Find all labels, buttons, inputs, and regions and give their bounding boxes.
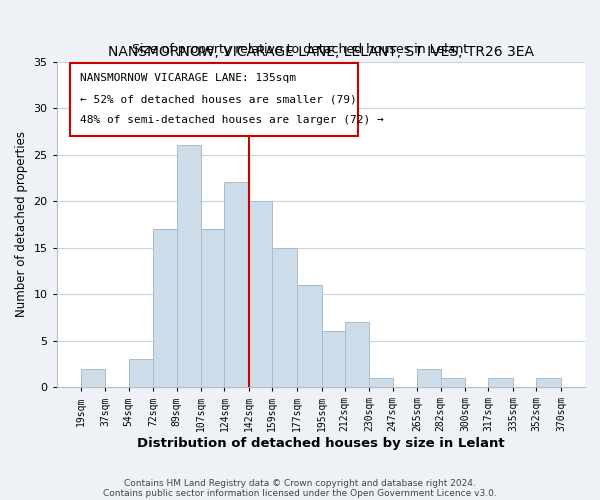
Bar bbox=[418, 368, 440, 387]
Text: Contains HM Land Registry data © Crown copyright and database right 2024.: Contains HM Land Registry data © Crown c… bbox=[124, 478, 476, 488]
Bar bbox=[297, 285, 322, 387]
FancyBboxPatch shape bbox=[70, 63, 358, 136]
Text: NANSMORNOW VICARAGE LANE: 135sqm: NANSMORNOW VICARAGE LANE: 135sqm bbox=[80, 73, 296, 83]
Bar bbox=[81, 368, 106, 387]
Bar bbox=[272, 248, 297, 387]
Title: NANSMORNOW, VICARAGE LANE, LELANT, ST IVES, TR26 3EA: NANSMORNOW, VICARAGE LANE, LELANT, ST IV… bbox=[108, 45, 534, 59]
Y-axis label: Number of detached properties: Number of detached properties bbox=[15, 132, 28, 318]
Text: Size of property relative to detached houses in Lelant: Size of property relative to detached ho… bbox=[132, 42, 468, 56]
Bar bbox=[128, 360, 153, 387]
Bar bbox=[176, 146, 201, 387]
Bar bbox=[224, 182, 249, 387]
Bar bbox=[201, 229, 224, 387]
Bar bbox=[322, 332, 345, 387]
Bar bbox=[488, 378, 513, 387]
Bar bbox=[153, 229, 176, 387]
Text: 48% of semi-detached houses are larger (72) →: 48% of semi-detached houses are larger (… bbox=[80, 116, 384, 126]
X-axis label: Distribution of detached houses by size in Lelant: Distribution of detached houses by size … bbox=[137, 437, 505, 450]
Bar bbox=[370, 378, 392, 387]
Bar bbox=[345, 322, 370, 387]
Text: Contains public sector information licensed under the Open Government Licence v3: Contains public sector information licen… bbox=[103, 488, 497, 498]
Bar bbox=[249, 201, 272, 387]
Bar bbox=[440, 378, 465, 387]
Bar bbox=[536, 378, 561, 387]
Text: ← 52% of detached houses are smaller (79): ← 52% of detached houses are smaller (79… bbox=[80, 94, 357, 104]
